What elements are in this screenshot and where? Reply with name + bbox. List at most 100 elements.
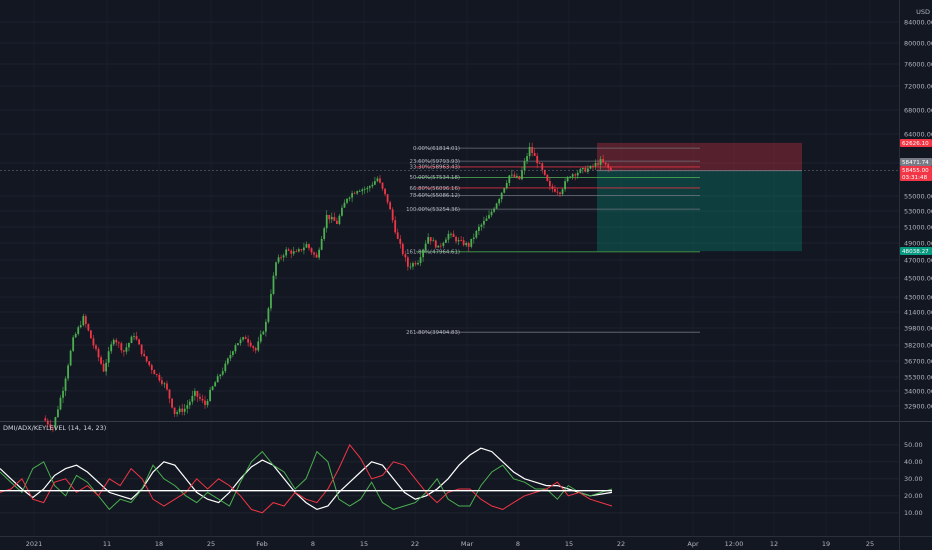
time-tick-label: Mar — [461, 540, 474, 548]
candle-body — [488, 215, 490, 219]
candle-body — [548, 180, 551, 187]
price-tick-label: 84000.00 — [904, 18, 932, 26]
candle-body — [536, 155, 539, 164]
candle-body — [485, 218, 488, 221]
candle-body — [505, 183, 508, 189]
candle-body — [107, 351, 110, 363]
candle-body — [457, 240, 460, 242]
time-tick-label: 25 — [207, 540, 215, 548]
candle-body — [209, 389, 211, 401]
indicator-tick-label: 30.00 — [904, 475, 923, 483]
candle-body — [100, 357, 102, 364]
candle-body — [72, 337, 75, 351]
candle-body — [133, 336, 135, 337]
candle-body — [176, 412, 179, 414]
candle-body — [125, 347, 128, 352]
candle-body — [67, 365, 69, 379]
time-tick-label: 19 — [822, 540, 830, 548]
candlestick-series[interactable] — [44, 142, 612, 433]
time-tick-label: 15 — [360, 540, 368, 548]
fibonacci-retracement[interactable]: 0.00%(61814.01) 23.60%(59793.93)33.30%(58… — [406, 146, 700, 336]
candle-body — [145, 356, 148, 362]
candle-body — [564, 181, 566, 190]
candle-body — [282, 255, 285, 258]
price-axis[interactable]: 84000.00 80000.00 76000.00 72000.00 68000.00… — [904, 18, 932, 410]
price-tick-label: 53000.00 — [904, 207, 932, 215]
candle-body — [460, 240, 463, 241]
candle-body — [343, 202, 346, 208]
fib-level-label: 100.00%(53254.36) — [406, 207, 460, 213]
candle-body — [521, 170, 523, 180]
candle-body — [475, 230, 478, 238]
candle-body — [546, 174, 549, 181]
candle-body — [79, 325, 82, 328]
candle-body — [252, 346, 255, 348]
candle-body — [247, 338, 250, 343]
candle-body — [277, 257, 280, 263]
candle-body — [500, 192, 503, 200]
fib-level-label: 50.00%(57534.18) — [410, 175, 460, 181]
candle-body — [323, 228, 326, 239]
time-tick-label: Apr — [687, 540, 699, 548]
candle-body — [292, 251, 295, 254]
candle-body — [401, 243, 404, 255]
price-tick-label: 35300.00 — [904, 373, 932, 381]
candle-body — [361, 189, 364, 192]
candle-body — [92, 338, 95, 346]
candle-body — [495, 203, 498, 209]
candle-body — [559, 192, 561, 195]
candle-body — [381, 182, 384, 189]
candle-body — [87, 324, 90, 331]
candle-body — [439, 245, 442, 247]
candle-body — [140, 344, 143, 354]
candle-body — [371, 184, 374, 187]
candle-body — [204, 400, 206, 405]
candle-body — [51, 427, 54, 429]
price-badge-label: 03:31:48 — [902, 175, 928, 181]
candle-body — [368, 186, 371, 188]
candle-body — [455, 237, 457, 242]
indicator-title[interactable]: DMI/ADX/KEYLEVEL (14, 14, 23) — [3, 424, 106, 432]
candle-body — [171, 398, 173, 408]
candle-body — [541, 163, 544, 170]
time-tick-label: 25 — [866, 540, 874, 548]
time-axis[interactable]: 2021 11 18 25 Feb 8 15 22 Mar 8 15 22 Apr 12:00 12 19 25 — [26, 540, 874, 548]
short-position-tool[interactable] — [597, 142, 802, 252]
fib-level-label: 23.60%(59793.93) — [410, 159, 460, 165]
candle-body — [477, 226, 480, 231]
candle-body — [188, 401, 191, 406]
candle-body — [295, 251, 298, 253]
price-tick-label: 38200.00 — [904, 341, 932, 349]
candle-body — [249, 342, 252, 347]
candle-body — [135, 336, 138, 340]
fib-level-label: 33.30%(58963.43) — [410, 165, 460, 171]
candle-body — [130, 336, 133, 344]
time-tick-label: 12 — [770, 540, 778, 548]
indicator-axis[interactable]: 50.00 40.00 30.00 20.00 10.00 — [904, 441, 923, 517]
candle-body — [328, 214, 331, 220]
currency-label[interactable]: USD — [916, 8, 930, 16]
candle-body — [90, 330, 92, 339]
candle-body — [493, 208, 495, 212]
candle-body — [609, 167, 612, 171]
candle-body — [551, 186, 554, 189]
candle-body — [363, 189, 366, 190]
candle-body — [571, 174, 574, 177]
candle-body — [239, 339, 242, 344]
candle-body — [62, 390, 64, 398]
candle-body — [434, 240, 437, 248]
candle-body — [84, 316, 87, 325]
price-badge-bg — [900, 139, 932, 147]
candle-body — [414, 263, 417, 265]
candle-body — [219, 374, 222, 377]
candle-body — [330, 216, 333, 220]
candle-body — [310, 248, 313, 253]
candle-body — [226, 358, 229, 364]
candle-body — [338, 215, 341, 224]
candle-body — [186, 405, 189, 409]
indicator-series-line — [0, 447, 613, 511]
candle-body — [148, 361, 151, 366]
candle-body — [74, 333, 77, 338]
candle-body — [232, 351, 234, 355]
